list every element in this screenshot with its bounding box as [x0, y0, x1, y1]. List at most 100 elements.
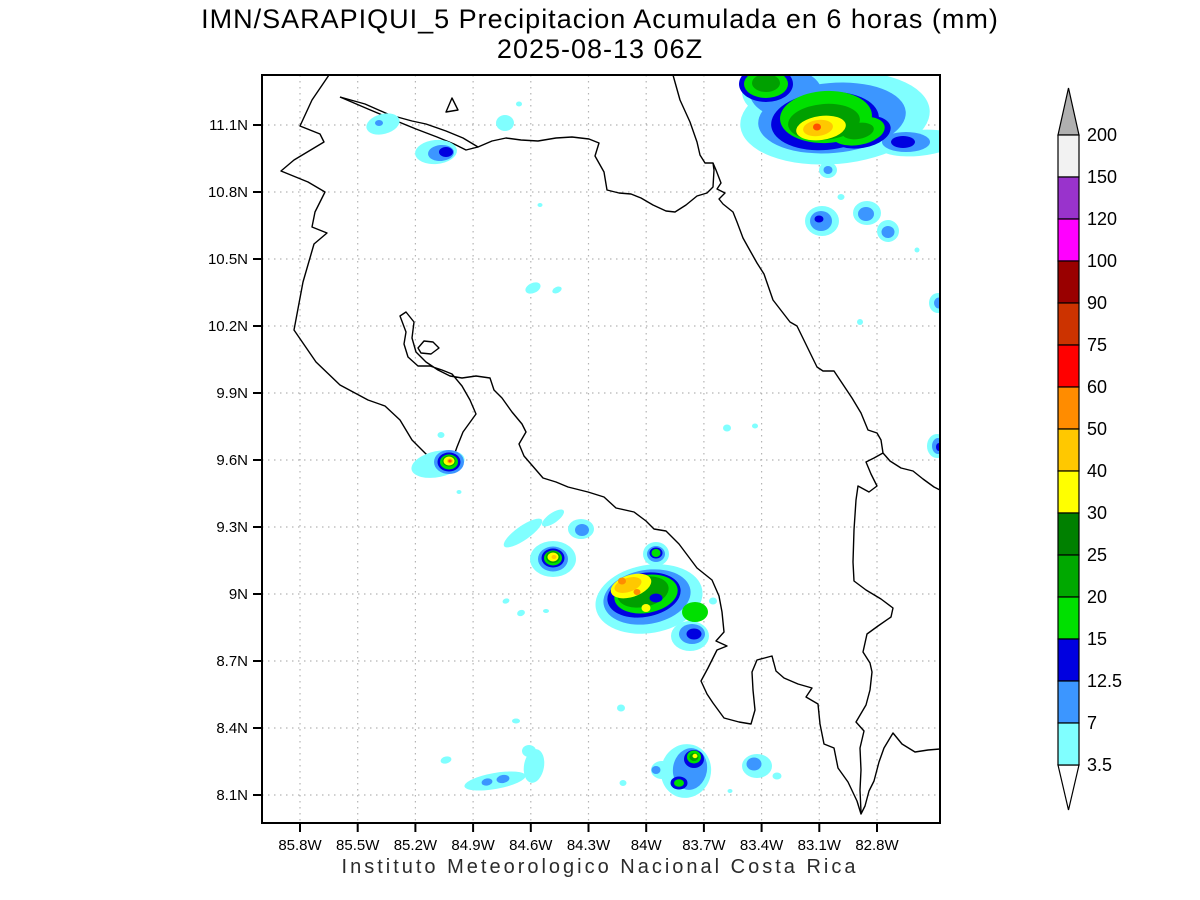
precipitation-cell — [437, 432, 445, 438]
x-axis-tick-label: 85.5W — [336, 837, 380, 854]
coastline-path — [852, 452, 894, 813]
coastline-path — [339, 96, 715, 213]
precipitation-cell — [512, 718, 520, 724]
colorbar-segment — [1057, 344, 1080, 388]
colorbar-tick-label: 20 — [1087, 587, 1107, 607]
precipitation-cell — [464, 771, 526, 791]
precipitation-layer — [366, 75, 940, 798]
colorbar-segment — [1057, 302, 1080, 346]
x-axis-tick-label: 83.1W — [798, 837, 842, 854]
precipitation-cell — [686, 628, 702, 640]
colorbar-segment — [1057, 176, 1080, 220]
precipitation-cell — [692, 753, 698, 759]
precipitation-cell — [543, 609, 549, 613]
precipitation-cell — [674, 779, 684, 787]
y-axis-tick-label: 9.3N — [216, 519, 248, 536]
precipitation-cell — [813, 123, 821, 131]
colorbar-tick-label: 200 — [1087, 125, 1117, 145]
precipitation-cell — [881, 226, 895, 238]
precipitation-cell — [525, 282, 541, 294]
precipitation-cell — [618, 577, 626, 585]
colorbar-tick-label: 90 — [1087, 293, 1107, 313]
x-axis-tick-label: 82.8W — [855, 837, 899, 854]
coastline-path — [339, 96, 479, 151]
precipitation-cell — [496, 774, 510, 784]
precipitation-cell — [709, 597, 717, 605]
precipitation-cell — [682, 602, 708, 622]
precipitation-cell — [366, 113, 400, 135]
precipitation-cell — [503, 518, 543, 548]
y-axis-tick-label: 10.8N — [208, 184, 248, 201]
colorbar-segment — [1057, 470, 1080, 514]
precipitation-cell — [641, 604, 651, 612]
precipitation-cell — [837, 194, 845, 200]
precipitation-cell — [541, 509, 565, 527]
precipitation-cell — [633, 589, 641, 595]
colorbar-tick-label: 3.5 — [1087, 755, 1112, 775]
precipitation-cell — [496, 115, 514, 131]
colorbar-segment — [1057, 680, 1080, 724]
coastline-path — [445, 97, 459, 113]
precipitation-cell — [481, 778, 493, 786]
y-axis-tick-label: 8.4N — [216, 720, 248, 737]
colorbar-segment — [1057, 218, 1080, 262]
chart-title: IMN/SARAPIQUI_5 Precipitacion Acumulada … — [201, 4, 999, 34]
colorbar-segment — [1057, 638, 1080, 682]
y-axis-tick-label: 10.5N — [208, 251, 248, 268]
colorbar-tick-label: 40 — [1087, 461, 1107, 481]
colorbar-tick-label: 15 — [1087, 629, 1107, 649]
precipitation-cell — [823, 166, 833, 174]
precipitation-cell — [752, 75, 780, 92]
colorbar-segment — [1057, 554, 1080, 598]
colorbar-tick-label: 60 — [1087, 377, 1107, 397]
precipitation-cell — [814, 215, 824, 223]
precipitation-cell — [456, 490, 462, 494]
y-axis-tick-label: 9N — [229, 586, 248, 603]
precipitation-cell — [448, 459, 452, 463]
x-axis-tick-label: 84.3W — [567, 837, 611, 854]
precipitation-cell — [440, 756, 452, 764]
colorbar-tick-label: 100 — [1087, 251, 1117, 271]
precipitation-cell — [752, 423, 758, 429]
precipitation-cell — [522, 745, 536, 757]
coastline-path — [417, 340, 440, 355]
precipitation-cell — [575, 524, 589, 536]
colorbar-segment — [1057, 722, 1080, 766]
x-axis-tick-label: 84.6W — [509, 837, 553, 854]
colorbar: 200 150 120 100 90 75 60 50 40 30 25 20 15 12.5 7 3.5 — [1057, 87, 1122, 811]
precipitation-cell — [772, 772, 782, 780]
y-axis-tick-label: 11.1N — [209, 117, 248, 134]
colorbar-overflow-arrow-top — [1057, 87, 1080, 136]
precipitation-cell — [619, 780, 627, 786]
precipitation-cell — [516, 101, 522, 107]
footer-caption: Instituto Meteorologico Nacional Costa R… — [341, 856, 859, 878]
precipitation-cell — [746, 757, 762, 771]
coastline-layer — [280, 75, 940, 815]
coastline-path — [280, 75, 940, 815]
x-axis-tick-label: 85.8W — [278, 837, 322, 854]
precipitation-cell — [502, 598, 510, 604]
precipitation-cell — [375, 120, 383, 126]
y-axis-tick-label: 8.7N — [216, 653, 248, 670]
colorbar-tick-label: 50 — [1087, 419, 1107, 439]
colorbar-overflow-arrow-bottom — [1057, 764, 1080, 811]
map-background — [262, 75, 940, 823]
precipitation-cell — [537, 203, 543, 207]
x-axis-tick-label: 83.7W — [682, 837, 726, 854]
chart-subtitle-datetime: 2025-08-13 06Z — [496, 34, 704, 64]
colorbar-segment — [1057, 512, 1080, 556]
colorbar-tick-label: 150 — [1087, 167, 1117, 187]
colorbar-segment — [1057, 428, 1080, 472]
x-axis-tick-label: 83.4W — [740, 837, 784, 854]
colorbar-segment — [1057, 386, 1080, 430]
colorbar-tick-label: 25 — [1087, 545, 1107, 565]
y-axis-tick-label: 9.6N — [216, 452, 248, 469]
precipitation-cell — [914, 247, 920, 253]
colorbar-segment — [1057, 596, 1080, 640]
x-axis-tick-label: 84.9W — [451, 837, 495, 854]
precipitation-cell — [858, 207, 874, 221]
colorbar-tick-label: 75 — [1087, 335, 1107, 355]
colorbar-tick-label: 120 — [1087, 209, 1117, 229]
